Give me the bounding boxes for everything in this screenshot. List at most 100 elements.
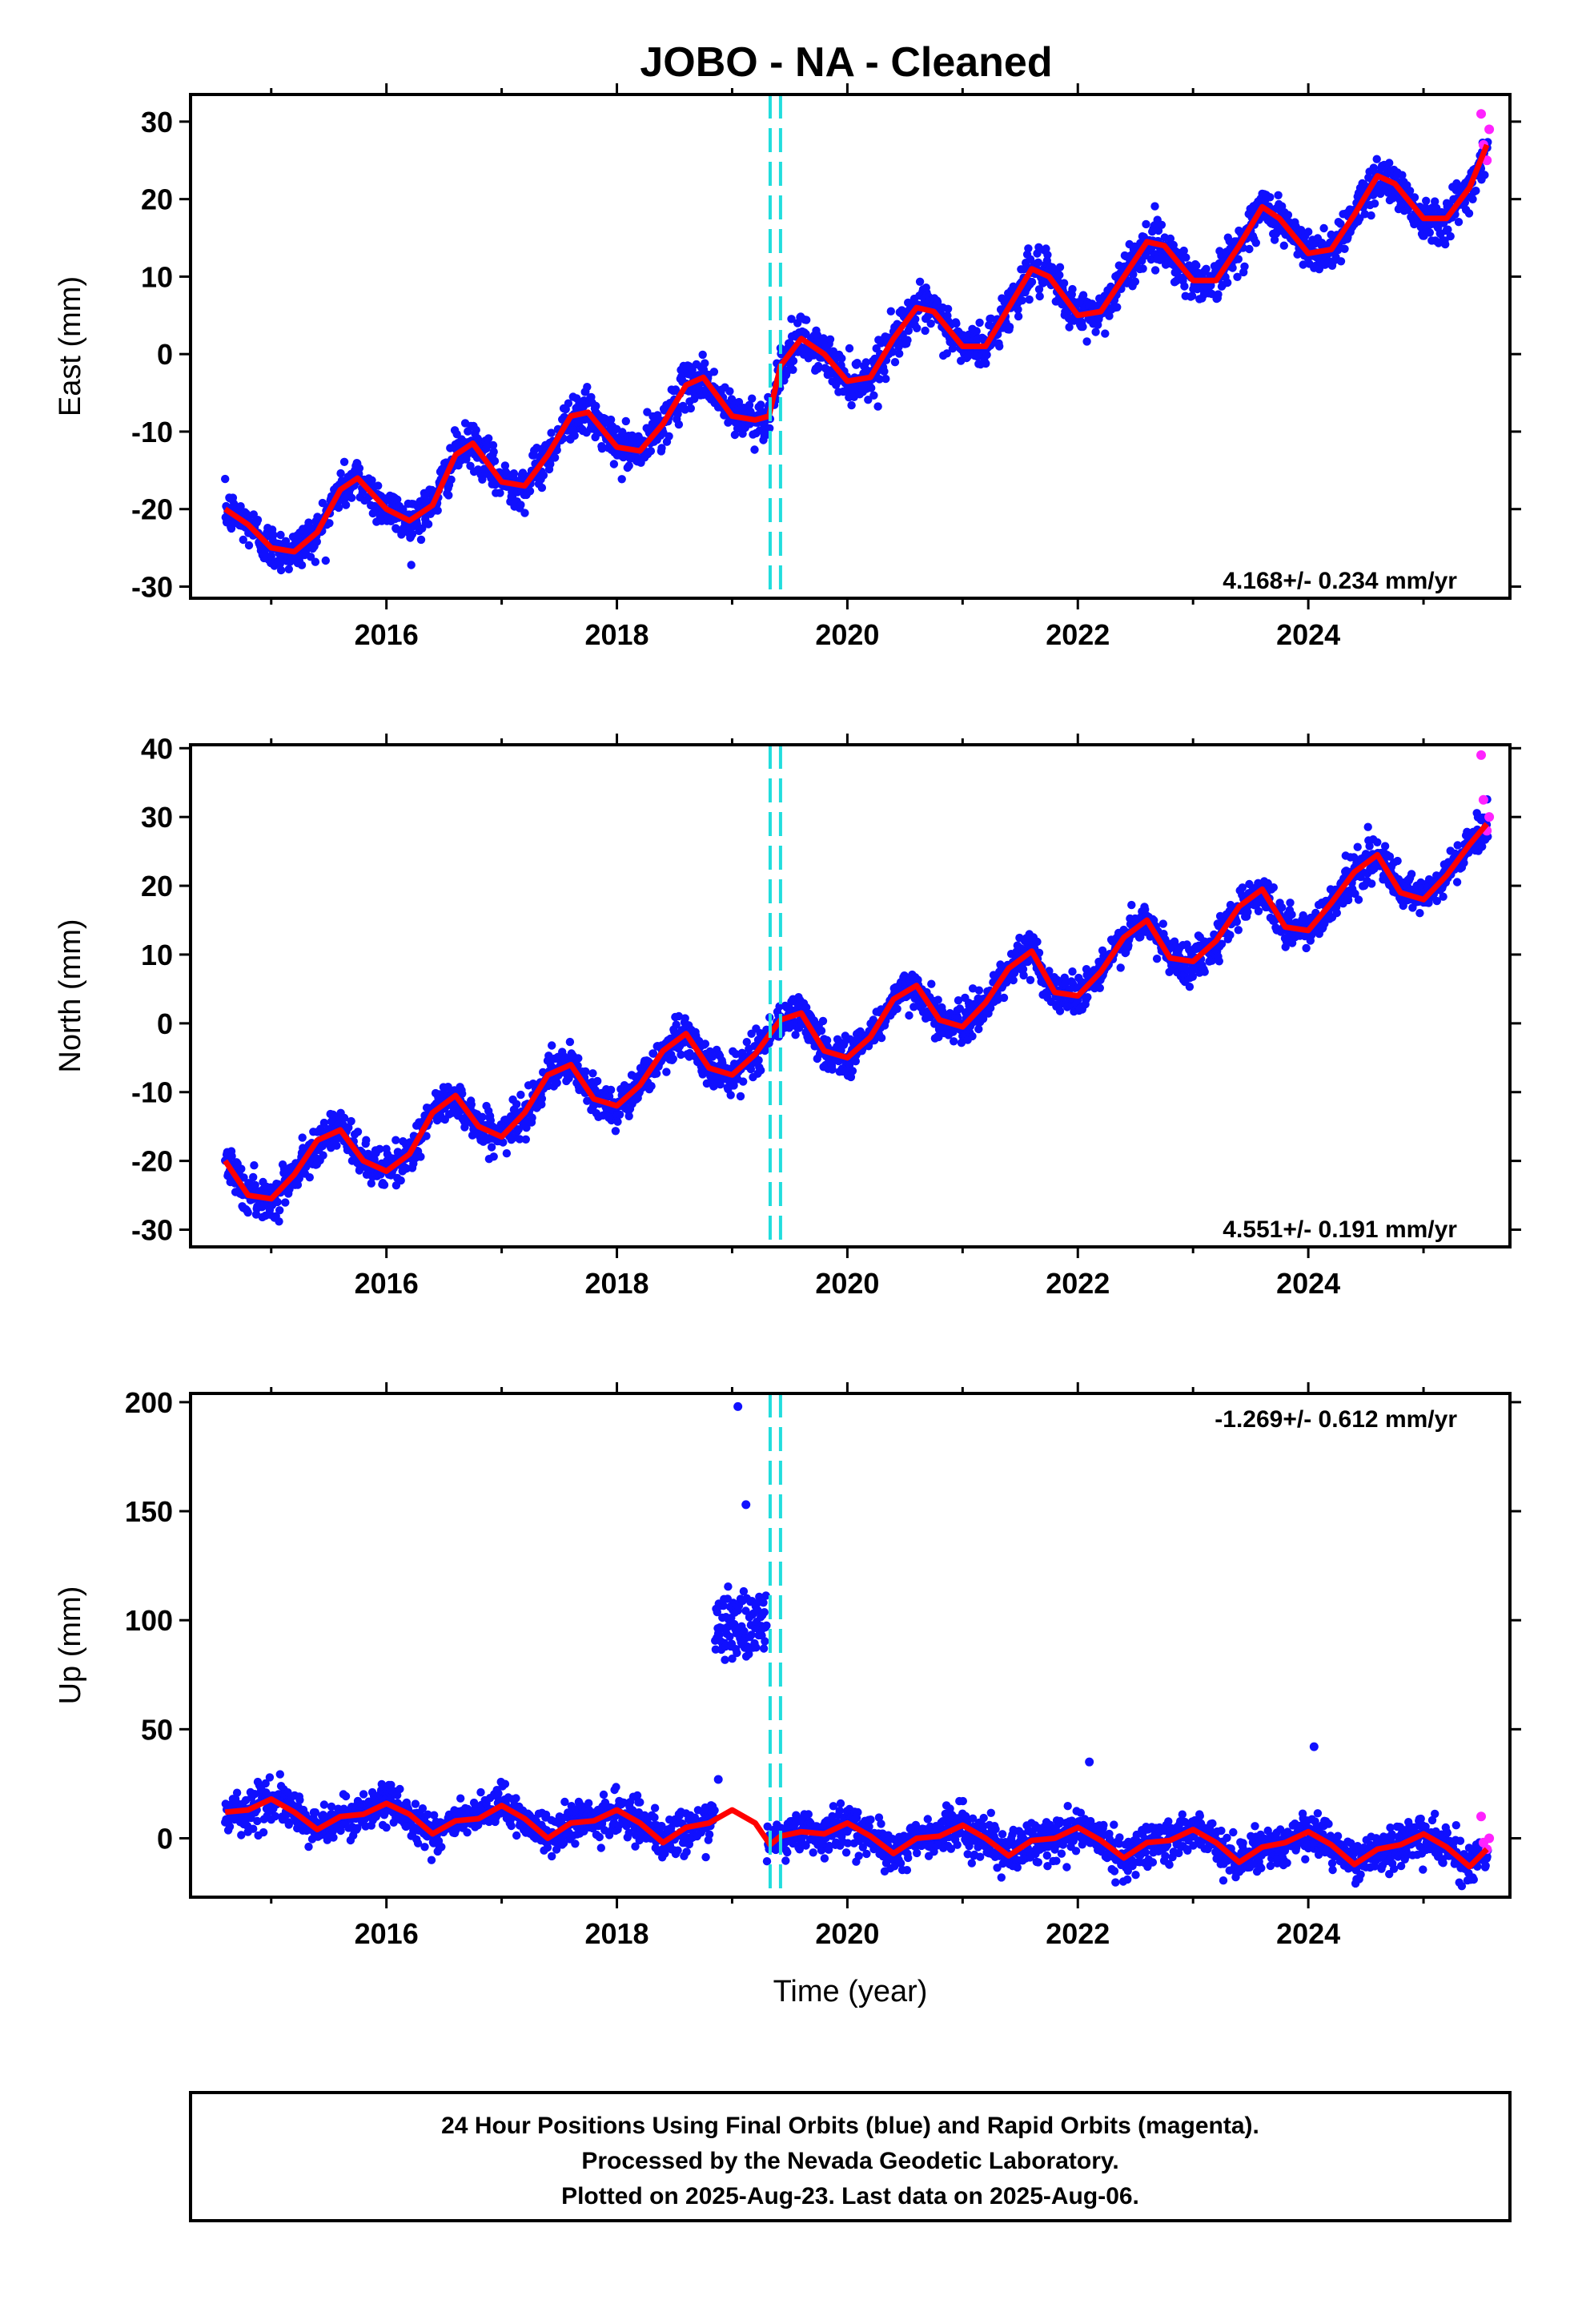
east-data-point	[674, 420, 684, 429]
east-data-point	[745, 400, 754, 409]
north-data-point	[1217, 939, 1227, 948]
east-data-point	[1372, 155, 1381, 163]
north-data-point	[662, 1068, 671, 1076]
north-data-point	[957, 1039, 966, 1047]
east-data-point	[597, 444, 607, 453]
east-y-tick-label: -20	[131, 493, 173, 526]
east-points	[221, 109, 1495, 575]
north-model-line	[223, 822, 1489, 1202]
east-data-point	[416, 535, 426, 545]
east-data-point	[355, 464, 364, 472]
north-data-point	[1415, 909, 1424, 918]
north-x-tick-label: 2018	[584, 1267, 648, 1300]
east-data-point	[1034, 285, 1044, 294]
east-data-point	[952, 319, 961, 328]
east-data-point	[447, 475, 456, 485]
north-data-point	[1354, 895, 1363, 904]
east-data-point	[1142, 219, 1150, 229]
north-data-point	[1432, 896, 1442, 906]
north-data-point	[615, 1110, 624, 1120]
north-data-point	[968, 1031, 977, 1041]
north-data-point	[458, 1089, 467, 1099]
east-data-point	[1283, 211, 1293, 219]
north-data-point	[1055, 1007, 1065, 1015]
east-data-point	[325, 519, 334, 528]
east-data-point	[1055, 263, 1065, 271]
east-data-point	[276, 565, 286, 575]
east-data-point	[321, 556, 330, 565]
north-data-point	[822, 1035, 832, 1045]
east-data-point	[1422, 196, 1431, 205]
north-data-point	[1380, 842, 1390, 850]
north-data-point	[1136, 932, 1145, 942]
north-data-point	[1452, 878, 1462, 887]
north-data-point	[295, 1174, 303, 1183]
east-data-point	[1179, 246, 1188, 255]
east-data-point	[1398, 171, 1407, 179]
east-data-point	[1234, 255, 1243, 263]
east-data-point	[1034, 258, 1043, 267]
east-data-point	[942, 349, 952, 358]
east-data-point	[1035, 292, 1044, 301]
east-data-point	[1360, 210, 1370, 219]
north-data-point	[672, 1020, 681, 1029]
east-data-point	[1105, 312, 1114, 320]
east-data-point	[334, 503, 343, 513]
east-data-point	[339, 457, 349, 466]
north-data-point	[649, 1049, 658, 1058]
east-data-point	[1425, 228, 1435, 237]
east-data-point	[253, 516, 263, 525]
north-data-point	[281, 1198, 290, 1207]
east-data-point	[748, 394, 757, 403]
east-data-point	[869, 391, 878, 400]
north-data-point	[1234, 926, 1243, 935]
east-y-tick-label: 10	[141, 260, 173, 293]
north-data-point	[851, 1057, 861, 1066]
east-data-point	[433, 506, 442, 515]
north-data-point	[275, 1217, 283, 1226]
north-data-point	[978, 1015, 988, 1023]
north-data-point	[1095, 983, 1105, 993]
east-data-point	[284, 565, 293, 573]
north-data-point	[1060, 973, 1070, 983]
east-data-point	[269, 530, 278, 540]
east-data-point	[297, 561, 307, 569]
north-data-point	[1363, 822, 1372, 831]
north-data-point	[1026, 975, 1035, 985]
east-data-point	[1150, 202, 1159, 211]
east-data-point	[765, 424, 774, 432]
north-data-point	[1019, 971, 1028, 980]
north-data-point	[298, 1133, 307, 1142]
east-data-point	[750, 445, 759, 454]
north-data-point	[1302, 943, 1311, 953]
north-data-point	[677, 1050, 685, 1059]
east-data-point	[1266, 193, 1275, 202]
panel-north: 2016 2018 2020 2022 2024 -30-20-10010203040 …	[54, 732, 1521, 1300]
east-data-point	[1480, 171, 1489, 179]
east-data-point	[564, 399, 573, 408]
north-data-point	[489, 1152, 498, 1161]
north-data-point	[588, 1069, 597, 1078]
east-data-point	[489, 448, 498, 456]
north-data-point	[754, 1055, 763, 1065]
north-data-point	[293, 1180, 303, 1189]
north-data-point	[974, 1024, 983, 1034]
east-data-point	[509, 469, 519, 478]
east-data-point	[1187, 292, 1197, 300]
north-data-point	[548, 1041, 556, 1050]
north-data-point	[552, 1079, 561, 1088]
east-data-point	[943, 304, 953, 313]
east-data-point	[802, 316, 811, 324]
east-data-point	[1082, 337, 1091, 346]
east-data-point	[757, 400, 765, 409]
north-data-point	[1365, 842, 1374, 850]
north-data-point	[1367, 879, 1376, 888]
east-model-curve	[223, 143, 1490, 555]
north-y-tick-label: 0	[157, 1007, 173, 1040]
north-data-point	[726, 1091, 735, 1100]
east-y-tick-label: 20	[141, 183, 173, 216]
north-data-point	[1116, 963, 1125, 972]
north-data-point	[370, 1155, 379, 1164]
east-data-point	[592, 401, 600, 411]
north-data-point	[1188, 972, 1198, 981]
